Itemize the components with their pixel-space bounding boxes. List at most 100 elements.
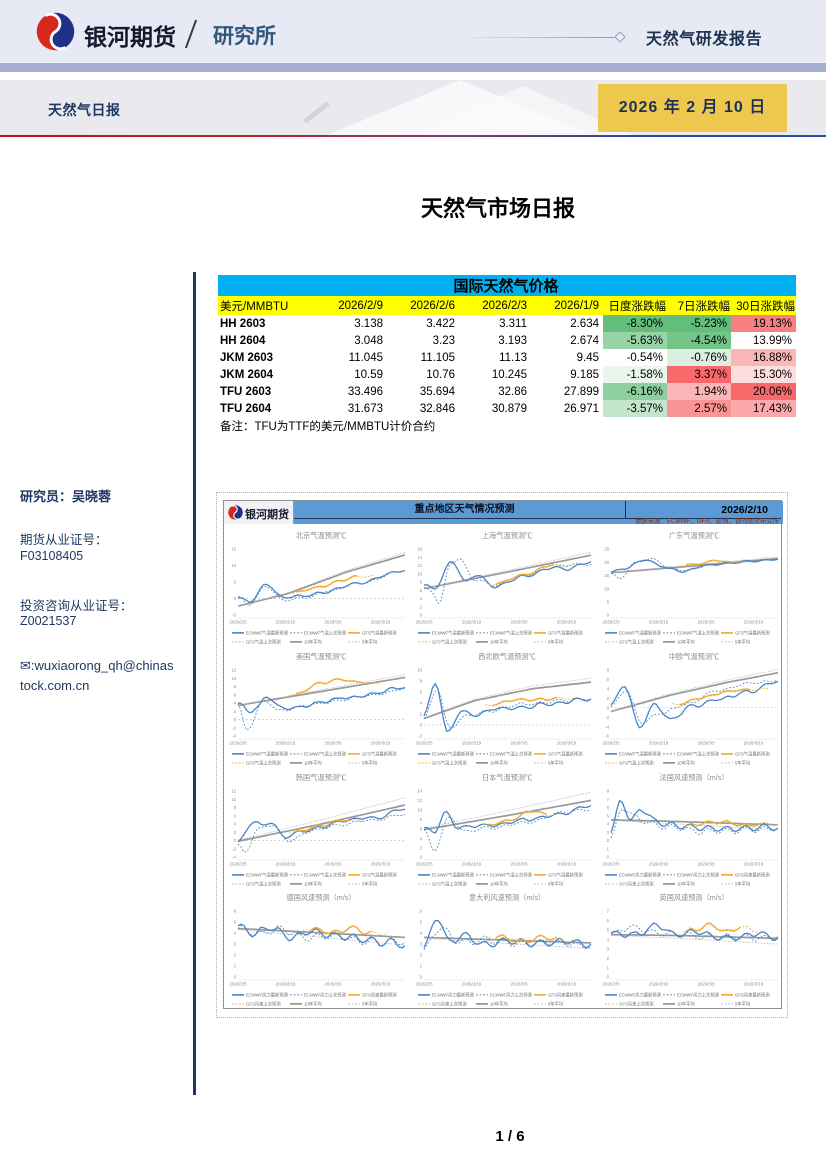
svg-text:2026/2/19: 2026/2/19: [649, 619, 669, 624]
svg-text:2026/3/5: 2026/3/5: [697, 981, 715, 986]
svg-text:7: 7: [607, 797, 610, 802]
svg-text:ECMWF气温最新预测: ECMWF气温最新预测: [619, 629, 661, 636]
svg-text:8: 8: [420, 817, 423, 822]
svg-text:5年平均: 5年平均: [362, 1000, 377, 1007]
svg-text:ECMWF气温上次预测: ECMWF气温上次预测: [490, 629, 532, 636]
svg-text:6: 6: [607, 677, 610, 682]
svg-text:GFS风速最新预测: GFS风速最新预测: [735, 991, 770, 998]
svg-text:6: 6: [234, 692, 237, 697]
svg-text:0: 0: [420, 975, 423, 980]
svg-text:10年平均: 10年平均: [677, 638, 695, 645]
svg-text:5年平均: 5年平均: [735, 880, 750, 887]
svg-text:2026/2/5: 2026/2/5: [602, 619, 620, 624]
svg-text:ECMWF气温最新预测: ECMWF气温最新预测: [432, 629, 474, 636]
svg-text:5年平均: 5年平均: [362, 880, 377, 887]
svg-text:5年平均: 5年平均: [362, 638, 377, 645]
svg-text:2026/2/19: 2026/2/19: [649, 861, 669, 866]
svg-text:2026/3/5: 2026/3/5: [697, 619, 715, 624]
svg-text:5年平均: 5年平均: [548, 638, 563, 645]
svg-text:10: 10: [231, 563, 236, 568]
svg-text:10年平均: 10年平均: [304, 638, 322, 645]
svg-text:6: 6: [607, 918, 610, 923]
svg-text:0: 0: [607, 975, 610, 980]
svg-text:GFS气温上次预测: GFS气温上次预测: [432, 638, 467, 645]
svg-text:2026/2/5: 2026/2/5: [229, 619, 247, 624]
svg-text:0: 0: [234, 717, 237, 722]
svg-text:12: 12: [417, 798, 422, 803]
svg-text:5: 5: [234, 920, 237, 925]
svg-text:4: 4: [234, 701, 237, 706]
svg-text:GFS气温最新预测: GFS气温最新预测: [548, 629, 583, 636]
svg-text:2026/3/5: 2026/3/5: [324, 619, 342, 624]
svg-text:16: 16: [417, 547, 422, 552]
svg-text:2: 2: [607, 696, 610, 701]
svg-text:ECMWF气温最新预测: ECMWF气温最新预测: [246, 871, 288, 878]
svg-text:美国气温预测℃: 美国气温预测℃: [296, 652, 346, 661]
svg-text:2026/3/5: 2026/3/5: [324, 861, 342, 866]
svg-text:德国风速预测（m/s）: 德国风速预测（m/s）: [286, 893, 355, 902]
svg-text:2026/3/19: 2026/3/19: [557, 619, 577, 624]
svg-text:10: 10: [231, 676, 236, 681]
svg-text:8: 8: [420, 580, 423, 585]
svg-text:8: 8: [607, 789, 610, 794]
svg-text:25: 25: [604, 547, 609, 552]
svg-text:2026/3/5: 2026/3/5: [697, 740, 715, 745]
svg-text:2026/3/19: 2026/3/19: [371, 981, 391, 986]
svg-text:-4: -4: [605, 724, 609, 729]
svg-text:20: 20: [604, 560, 609, 565]
svg-text:15: 15: [604, 573, 609, 578]
svg-text:10: 10: [417, 808, 422, 813]
svg-text:2026/3/5: 2026/3/5: [324, 740, 342, 745]
svg-text:GFS气温最新预测: GFS气温最新预测: [548, 750, 583, 757]
svg-text:中欧气温预测℃: 中欧气温预测℃: [669, 652, 719, 661]
svg-text:2026/2/5: 2026/2/5: [229, 861, 247, 866]
svg-text:0: 0: [420, 613, 423, 618]
svg-text:GFS气温最新预测: GFS气温最新预测: [735, 629, 770, 636]
svg-text:GFS气温上次预测: GFS气温上次预测: [246, 880, 281, 887]
svg-text:10年平均: 10年平均: [304, 759, 322, 766]
svg-text:10年平均: 10年平均: [490, 1000, 508, 1007]
svg-text:-5: -5: [232, 613, 236, 618]
svg-text:2026/3/19: 2026/3/19: [371, 740, 391, 745]
svg-text:3: 3: [420, 942, 423, 947]
svg-text:8: 8: [420, 679, 423, 684]
svg-text:10年平均: 10年平均: [677, 759, 695, 766]
svg-text:西北欧气温预测℃: 西北欧气温预测℃: [478, 652, 536, 661]
svg-text:ECMWF气温最新预测: ECMWF气温最新预测: [619, 750, 661, 757]
svg-text:5年平均: 5年平均: [548, 880, 563, 887]
svg-text:GFS气温上次预测: GFS气温上次预测: [619, 759, 654, 766]
svg-text:ECMWF气温上次预测: ECMWF气温上次预测: [304, 750, 346, 757]
svg-text:ECMWF风力最新预测: ECMWF风力最新预测: [246, 991, 288, 998]
svg-text:2026/3/5: 2026/3/5: [697, 861, 715, 866]
svg-text:2026/3/19: 2026/3/19: [557, 861, 577, 866]
svg-text:2026/3/19: 2026/3/19: [744, 619, 764, 624]
svg-text:10年平均: 10年平均: [304, 1000, 322, 1007]
svg-text:-4: -4: [232, 855, 236, 860]
svg-text:12: 12: [231, 789, 236, 794]
svg-text:4: 4: [607, 937, 610, 942]
svg-text:2: 2: [420, 953, 423, 958]
svg-text:ECMWF气温最新预测: ECMWF气温最新预测: [246, 629, 288, 636]
svg-text:2026/3/19: 2026/3/19: [744, 981, 764, 986]
svg-text:GFS风速上次预测: GFS风速上次预测: [619, 1000, 654, 1007]
svg-text:2: 2: [420, 712, 423, 717]
svg-text:2026/2/5: 2026/2/5: [415, 981, 433, 986]
svg-text:GFS风速最新预测: GFS风速最新预测: [735, 871, 770, 878]
svg-text:2026/2/19: 2026/2/19: [276, 619, 296, 624]
svg-text:-2: -2: [232, 846, 236, 851]
svg-text:10: 10: [417, 571, 422, 576]
svg-text:上海气温预测℃: 上海气温预测℃: [482, 531, 532, 540]
svg-text:法国风速预测（m/s）: 法国风速预测（m/s）: [659, 773, 728, 782]
svg-text:2026/2/19: 2026/2/19: [649, 981, 669, 986]
svg-text:GFS气温上次预测: GFS气温上次预测: [432, 880, 467, 887]
svg-text:2026/2/5: 2026/2/5: [602, 981, 620, 986]
svg-text:6: 6: [234, 909, 237, 914]
svg-text:GFS气温最新预测: GFS气温最新预测: [362, 629, 397, 636]
svg-text:5年平均: 5年平均: [735, 759, 750, 766]
svg-text:GFS气温上次预测: GFS气温上次预测: [246, 759, 281, 766]
svg-text:GFS气温上次预测: GFS气温上次预测: [619, 638, 654, 645]
svg-text:4: 4: [234, 931, 237, 936]
svg-text:10: 10: [417, 668, 422, 673]
svg-text:12: 12: [231, 668, 236, 673]
svg-text:2026/2/5: 2026/2/5: [415, 740, 433, 745]
